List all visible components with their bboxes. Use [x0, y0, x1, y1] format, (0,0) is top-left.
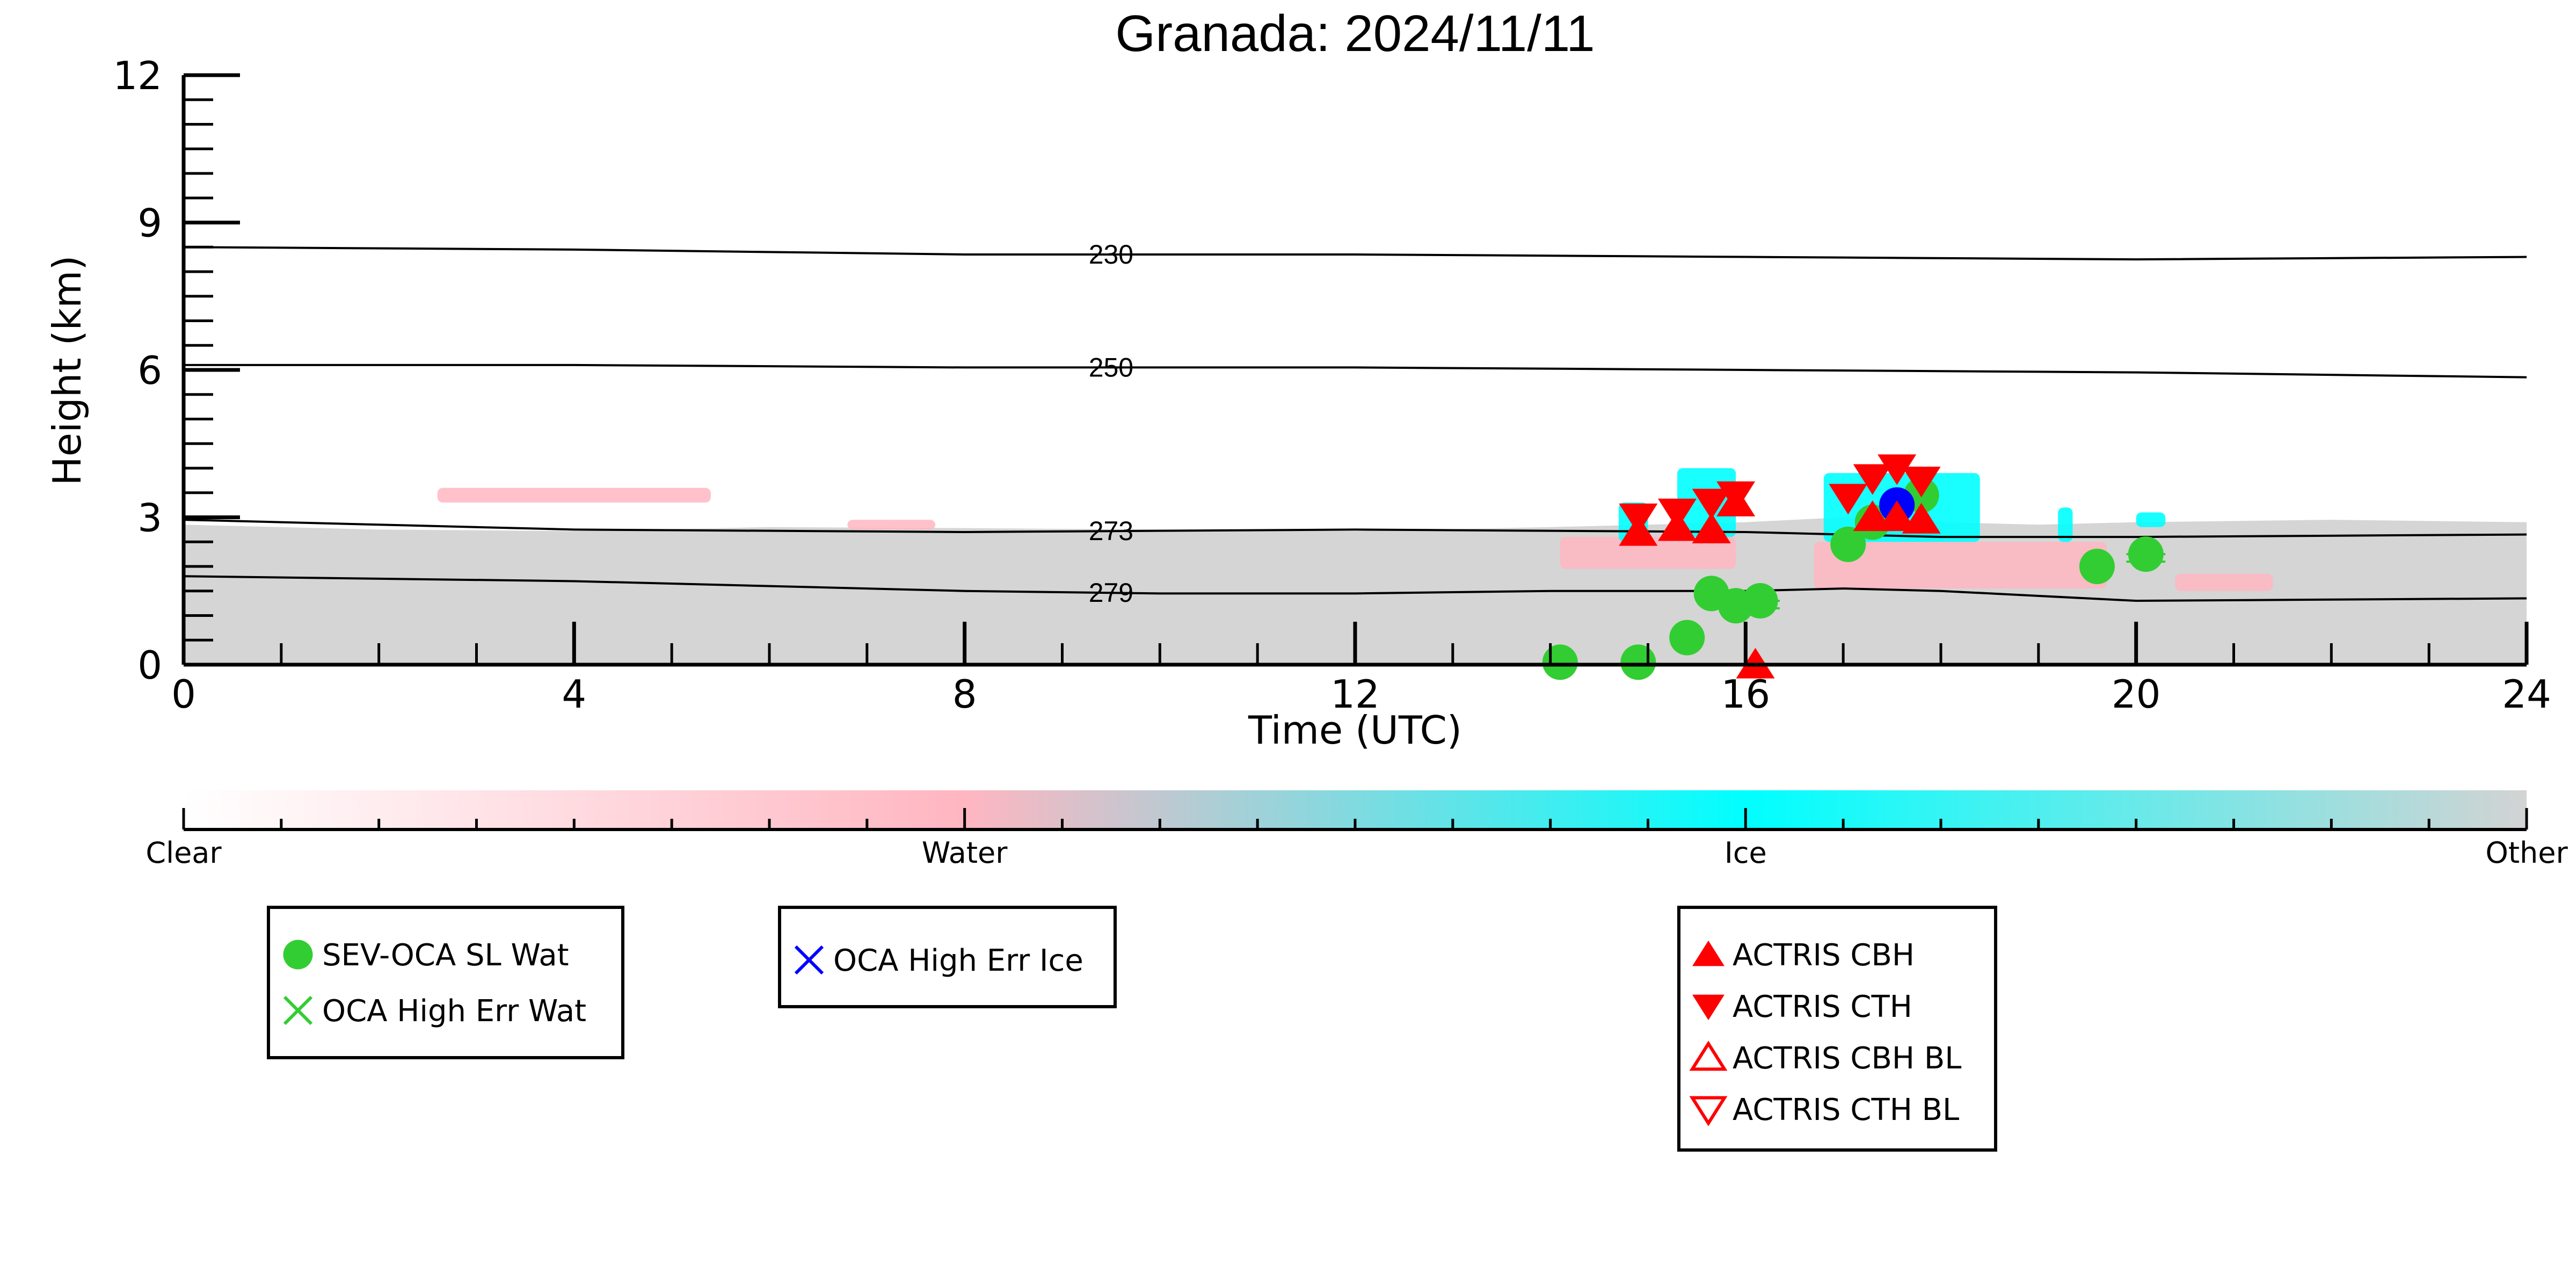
legend-box: ACTRIS CBH ACTRIS CTH ACTRIS CBH BL ACTRIS …: [1677, 906, 1997, 1152]
marker-actris-cth: [1853, 464, 1892, 495]
marker-actris-cth: [1878, 454, 1917, 485]
contour-label: 273: [1089, 516, 1133, 546]
colorbar-label: Ice: [1724, 836, 1767, 870]
marker-sev-oca-sl-wat: [1830, 526, 1866, 562]
x-tick-label: 20: [2112, 672, 2161, 717]
marker-sev-oca-sl-wat: [2079, 549, 2115, 584]
marker-sev-oca-sl-wat: [1542, 644, 1578, 680]
colorbar-label: Water: [922, 836, 1008, 870]
y-tick-label: 0: [137, 643, 162, 688]
legend-frame: [778, 906, 1117, 1008]
legend-box: OCA High Err Ice: [778, 906, 1117, 1008]
marker-actris-cth: [1692, 489, 1731, 520]
marker-actris-cbh: [1853, 500, 1892, 532]
legend-entry-label: ACTRIS CBH BL: [1733, 1041, 1961, 1076]
marker-actris-cth: [1829, 484, 1868, 515]
y-tick-label: 12: [113, 53, 162, 98]
axes: 0 3 6 9 12 0 4 8 12 16 20 24: [113, 53, 2551, 717]
contour-line: [183, 575, 2527, 602]
colorbar-label: Other: [2485, 836, 2568, 870]
legend-entry-label: SEV-OCA SL Wat: [322, 938, 569, 973]
contour-label: 279: [1089, 578, 1133, 608]
x-tick-label: 12: [1330, 672, 1380, 717]
contour-line: [183, 246, 2527, 261]
marker-actris-cbh: [1878, 500, 1917, 532]
x-tick-label: 8: [952, 672, 977, 717]
marker-sev-oca-sl-wat: [2128, 536, 2164, 572]
contour-label: 250: [1089, 352, 1133, 382]
contour-label: 230: [1089, 239, 1133, 270]
legends: SEV-OCA SL Wat OCA High Err Wat OCA High E…: [267, 906, 1997, 1152]
y-axis-title: Height (km): [45, 256, 90, 486]
y-tick-label: 6: [137, 348, 162, 393]
legend-marker: [1689, 1040, 1728, 1071]
legend-marker: [1692, 994, 1724, 1021]
patch-water: [847, 520, 936, 530]
x-tick-label: 16: [1721, 672, 1771, 717]
legend-marker: [283, 940, 313, 970]
x-tick-label: 4: [562, 672, 586, 717]
y-tick-label: 3: [137, 496, 162, 541]
x-tick-label: 24: [2502, 672, 2551, 717]
marker-actris-cth: [1658, 498, 1697, 529]
contour-line: [183, 519, 2527, 539]
marker-actris-cbh: [1902, 503, 1941, 534]
marker-actris-cth: [1619, 503, 1658, 534]
temperature-contours: 230 250 273 279: [183, 239, 2527, 608]
x-tick-label: 0: [171, 672, 196, 717]
marker-actris-cth: [1902, 467, 1941, 498]
x-axis-title: Time (UTC): [1248, 708, 1462, 753]
chart-title: Granada: 2024/11/11: [1115, 5, 1595, 62]
legend-frame: [1677, 906, 1997, 1152]
patch-water: [437, 487, 711, 503]
patch-water: [2175, 573, 2273, 591]
patch-water: [1560, 537, 1736, 569]
legend-entry-label: ACTRIS CTH BL: [1733, 1093, 1959, 1127]
patch-ice: [2136, 512, 2166, 527]
legend-frame: [267, 906, 624, 1059]
legend-entry-label: OCA High Err Wat: [322, 994, 586, 1029]
legend-marker: [794, 945, 824, 975]
colorbar: Clear Water Ice Other: [145, 790, 2568, 870]
legend-marker: [283, 995, 313, 1025]
patch-ice: [2058, 507, 2073, 542]
marker-sev-oca-sl-wat: [1669, 620, 1705, 656]
legend-entry-label: OCA High Err Ice: [833, 943, 1083, 978]
marker-actris-cth: [1716, 481, 1756, 512]
legend-entry-label: ACTRIS CTH: [1733, 989, 1912, 1024]
legend-marker: [1692, 940, 1724, 966]
marker-sev-oca-sl-wat: [1620, 644, 1656, 680]
legend-entry-label: ACTRIS CBH: [1733, 938, 1915, 973]
legend-box: SEV-OCA SL Wat OCA High Err Wat: [267, 906, 624, 1059]
colorbar-label: Clear: [145, 836, 222, 870]
y-tick-label: 9: [137, 201, 162, 246]
marker-sev-oca-sl-wat: [1742, 583, 1778, 619]
marker-actris-cbh: [1692, 513, 1731, 544]
contour-line: [184, 363, 2527, 379]
legend-marker: [1689, 1096, 1728, 1126]
patch-water: [1814, 542, 2107, 589]
